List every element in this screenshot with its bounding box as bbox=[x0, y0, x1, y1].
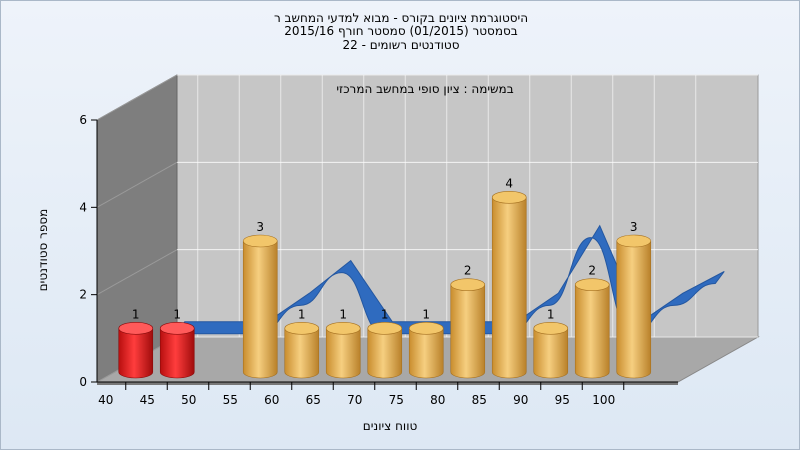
bar: 1 bbox=[325, 307, 361, 379]
chart-axes: 0 2 4 6 40 45 50 55 60 65 70 75 80 85 90 95 100 bbox=[79, 113, 678, 407]
bar-top bbox=[450, 278, 486, 291]
bar-value-label: 1 bbox=[547, 307, 555, 321]
bar-body bbox=[367, 328, 403, 379]
x-tick-label: 40 bbox=[98, 393, 113, 407]
bar-top bbox=[118, 322, 154, 335]
bar-body bbox=[325, 328, 361, 379]
x-tick-label: 45 bbox=[140, 393, 155, 407]
bar: 1 bbox=[159, 307, 195, 379]
bar: 1 bbox=[533, 307, 569, 379]
bar-top bbox=[616, 234, 652, 248]
chart-title-line-2: בסמסטר (01/2015) סמסטר חורף 2015/16 bbox=[284, 24, 518, 38]
bar-top bbox=[159, 322, 195, 335]
bar-value-label: 1 bbox=[422, 307, 430, 321]
bar-group: 1 1 3 1 1 1 1 2 4 1 2 3 bbox=[118, 176, 652, 379]
x-tick-label: 95 bbox=[555, 393, 570, 407]
bar-top bbox=[367, 322, 403, 335]
bar: 4 bbox=[491, 176, 527, 379]
plot-subtitle: במשימה : ציון סופי במחשב המרכזי bbox=[336, 82, 513, 96]
bar-top bbox=[408, 322, 444, 335]
x-tick-label: 65 bbox=[306, 393, 321, 407]
x-tick-label: 100 bbox=[592, 393, 615, 407]
bar-top bbox=[574, 278, 610, 291]
x-tick-label: 80 bbox=[430, 393, 445, 407]
y-tick-label: 4 bbox=[79, 200, 87, 214]
bar-value-label: 1 bbox=[381, 307, 389, 321]
bar-body bbox=[574, 284, 610, 379]
x-axis-label: טווח ציונים bbox=[363, 419, 418, 433]
x-tick-label: 75 bbox=[389, 393, 404, 407]
bar-body bbox=[242, 240, 278, 379]
bar-value-label: 2 bbox=[464, 264, 472, 278]
x-tick-label: 90 bbox=[513, 393, 528, 407]
gridline-left-wall bbox=[96, 161, 178, 208]
x-tick-label: 50 bbox=[181, 393, 196, 407]
bar-body bbox=[284, 328, 320, 379]
bar-value-label: 3 bbox=[256, 220, 264, 234]
bar-body bbox=[491, 197, 527, 379]
bar: 1 bbox=[408, 307, 444, 379]
y-axis-label: מספר סטודנטים bbox=[36, 209, 50, 292]
bar-top bbox=[325, 322, 361, 335]
plot-caption: במשימה : ציון סופי במחשב המרכזי bbox=[336, 82, 513, 96]
gridline-left-wall bbox=[96, 74, 178, 121]
bar-value-label: 3 bbox=[630, 220, 638, 234]
bar: 2 bbox=[450, 264, 486, 379]
bar-body bbox=[408, 328, 444, 379]
bar: 1 bbox=[118, 307, 154, 379]
bar-value-label: 4 bbox=[505, 176, 513, 190]
bar-value-label: 1 bbox=[173, 307, 181, 321]
x-tick-label: 70 bbox=[347, 393, 362, 407]
bar-value-label: 2 bbox=[588, 264, 596, 278]
x-tick-label: 60 bbox=[264, 393, 279, 407]
bar-body bbox=[533, 328, 569, 379]
bar-value-label: 1 bbox=[298, 307, 306, 321]
floor-edge bbox=[97, 382, 678, 385]
bar-top bbox=[242, 234, 278, 248]
chart-title-line-1: היסטוגרמת ציונים בקורס - מבוא למדעי המחש… bbox=[273, 11, 529, 25]
bar-body bbox=[616, 240, 652, 379]
bar: 3 bbox=[616, 220, 652, 379]
bar-top bbox=[284, 322, 320, 335]
bar: 1 bbox=[367, 307, 403, 379]
y-tick-label: 2 bbox=[79, 288, 87, 302]
bar: 2 bbox=[574, 264, 610, 379]
bar-body bbox=[118, 328, 154, 379]
gridline-left-wall bbox=[96, 249, 178, 296]
y-tick-label: 6 bbox=[79, 113, 87, 127]
bar-body bbox=[159, 328, 195, 379]
x-tick-label: 85 bbox=[472, 393, 487, 407]
bar-value-label: 1 bbox=[339, 307, 347, 321]
bar: 1 bbox=[284, 307, 320, 379]
x-tick-label: 55 bbox=[223, 393, 238, 407]
y-tick-label: 0 bbox=[79, 375, 87, 389]
bar: 3 bbox=[242, 220, 278, 379]
bar-value-label: 1 bbox=[132, 307, 140, 321]
bar-top bbox=[533, 322, 569, 335]
chart-title-line-3: סטודנטים רשומים - 22 bbox=[342, 38, 460, 52]
bar-top bbox=[491, 191, 527, 204]
bar-body bbox=[450, 284, 486, 379]
